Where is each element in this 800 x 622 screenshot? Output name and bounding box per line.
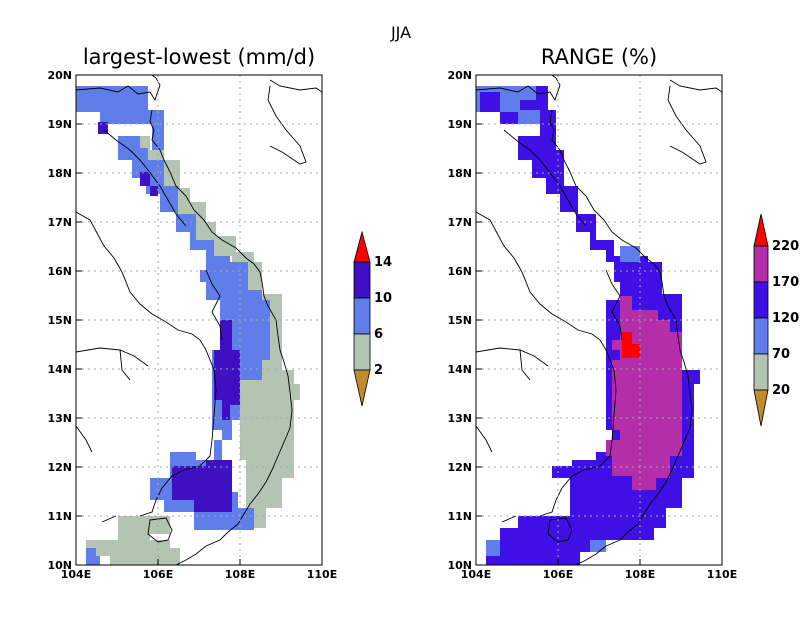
panel-left-title: largest-lowest (mm/d) <box>83 45 315 69</box>
panel-left-colorbar: 14 10 6 2 <box>353 230 392 407</box>
cells-c1-south <box>86 516 180 565</box>
panel-right-axis-labels: 104E 106E 108E 110E 10N 11N 12N 13N 14N 15N 16N 17N… <box>447 69 737 581</box>
lon-label-108E: 108E <box>225 568 255 581</box>
lat-label-10N: 10N <box>47 559 72 572</box>
panel-right-map <box>476 75 722 565</box>
lon-label-106E: 106E <box>143 568 173 581</box>
lat-label-13N: 13N <box>47 412 72 425</box>
lat-label-10N: 10N <box>447 559 472 572</box>
cells-c1-coast-central <box>240 262 300 528</box>
cells-c3-south <box>172 460 232 512</box>
lat-label-13N: 13N <box>447 412 472 425</box>
colorbar-left-label-10: 10 <box>374 291 392 306</box>
lat-label-19N: 19N <box>447 118 472 131</box>
lat-label-19N: 19N <box>47 118 72 131</box>
lat-label-16N: 16N <box>447 265 472 278</box>
panel-right-title: RANGE (%) <box>541 45 657 69</box>
lat-label-20N: 20N <box>447 69 472 82</box>
colorbar-right-c1 <box>753 353 769 391</box>
lat-label-12N: 12N <box>47 461 72 474</box>
colorbar-right-label-120: 120 <box>772 311 799 326</box>
colorbar-left-label-2: 2 <box>374 363 383 378</box>
colorbar-right-label-20: 20 <box>772 383 790 398</box>
cells-c2-south-b <box>590 540 606 552</box>
cells-c2-coast <box>620 246 640 262</box>
lat-label-15N: 15N <box>447 314 472 327</box>
panel-right-gridlines <box>476 75 722 565</box>
cells-c2-north-west <box>518 110 540 124</box>
panel-left-grid-cells <box>76 86 300 565</box>
lat-label-18N: 18N <box>47 167 72 180</box>
colorbar-right-below <box>753 389 769 427</box>
cells-c2-north-1 <box>76 86 164 150</box>
lat-label-12N: 12N <box>447 461 472 474</box>
colorbar-right-c4 <box>753 245 769 283</box>
lat-label-16N: 16N <box>47 265 72 278</box>
lon-label-110E: 110E <box>307 568 337 581</box>
colorbar-left-below <box>353 369 371 407</box>
suptitle: JJA <box>390 23 411 42</box>
lon-label-106E: 106E <box>543 568 573 581</box>
panel-right-grid-cells <box>476 86 700 565</box>
lat-label-14N: 14N <box>447 363 472 376</box>
panel-left-gridlines <box>76 75 322 565</box>
lat-label-20N: 20N <box>47 69 72 82</box>
cells-c3-inland <box>612 350 620 360</box>
colorbar-right-label-170: 170 <box>772 275 799 290</box>
colorbar-right-label-70: 70 <box>772 347 790 362</box>
lon-label-104E: 104E <box>61 568 91 581</box>
colorbar-right-label-220: 220 <box>772 239 799 254</box>
panel-left-axis-labels: 104E 106E 108E 110E 10N 11N 12N 13N 14N 15N 16N 17N… <box>47 69 337 581</box>
lat-label-15N: 15N <box>47 314 72 327</box>
lat-label-11N: 11N <box>447 510 472 523</box>
lat-label-18N: 18N <box>447 167 472 180</box>
lat-label-17N: 17N <box>47 216 72 229</box>
panel-left: largest-lowest (mm/d) <box>47 45 392 581</box>
cells-c3-central <box>214 320 240 420</box>
cells-c2-south <box>486 540 500 556</box>
colorbar-left-c3 <box>353 261 371 299</box>
colorbar-left-above <box>353 230 371 263</box>
panel-left-map <box>76 75 322 565</box>
lat-label-11N: 11N <box>47 510 72 523</box>
panel-right-coastlines <box>476 75 722 565</box>
colorbar-left-c1 <box>353 333 371 371</box>
cells-c1-coast-north <box>140 136 254 262</box>
panel-right-colorbar: 220 170 120 70 20 <box>753 213 799 427</box>
panel-left-ticks <box>75 74 323 566</box>
panel-right-ticks <box>475 74 723 566</box>
panel-right: RANGE (%) <box>447 45 799 581</box>
colorbar-left-label-6: 6 <box>374 327 383 342</box>
cells-above-hotspot <box>622 332 640 358</box>
colorbar-right-c3 <box>753 281 769 319</box>
panel-left-coastlines <box>76 75 322 565</box>
lon-label-104E: 104E <box>461 568 491 581</box>
lon-label-110E: 110E <box>707 568 737 581</box>
lat-label-17N: 17N <box>447 216 472 229</box>
lat-label-14N: 14N <box>47 363 72 376</box>
colorbar-left-label-14: 14 <box>374 255 392 270</box>
colorbar-right-above <box>753 213 769 247</box>
lon-label-108E: 108E <box>625 568 655 581</box>
colorbar-left-c2 <box>353 297 371 335</box>
cells-c3-dark-b <box>140 172 158 196</box>
colorbar-right-c2 <box>753 317 769 355</box>
